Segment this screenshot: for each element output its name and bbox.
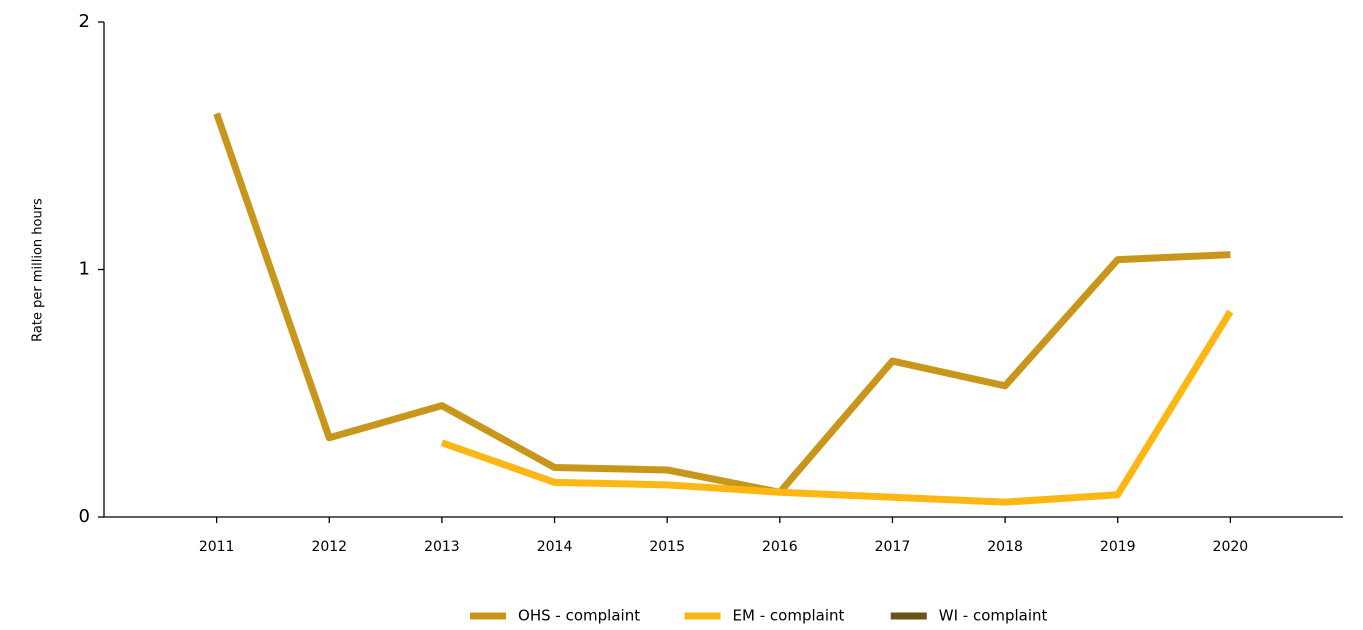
legend-label: WI - complaint	[939, 607, 1048, 625]
x-tick-label: 2016	[762, 539, 798, 555]
x-tick-label: 2018	[987, 539, 1023, 555]
x-tick-label: 2012	[311, 539, 347, 555]
series-line	[440, 309, 1234, 506]
x-tick-label: 2014	[537, 539, 573, 555]
x-tick-label: 2019	[1100, 539, 1136, 555]
x-tick-label: 2011	[199, 539, 235, 555]
x-tick-label: 2015	[649, 539, 685, 555]
series-line	[213, 112, 1231, 496]
x-tick-label: 2017	[875, 539, 911, 555]
legend-label: OHS - complaint	[518, 607, 640, 625]
legend-label: EM - complaint	[733, 607, 845, 625]
y-tick-label: 0	[79, 506, 90, 527]
y-tick-label: 2	[79, 11, 90, 32]
x-tick-label: 2013	[424, 539, 460, 555]
x-tick-label: 2020	[1213, 539, 1249, 555]
y-tick-label: 1	[79, 259, 90, 280]
y-axis-label: Rate per million hours	[31, 198, 46, 342]
